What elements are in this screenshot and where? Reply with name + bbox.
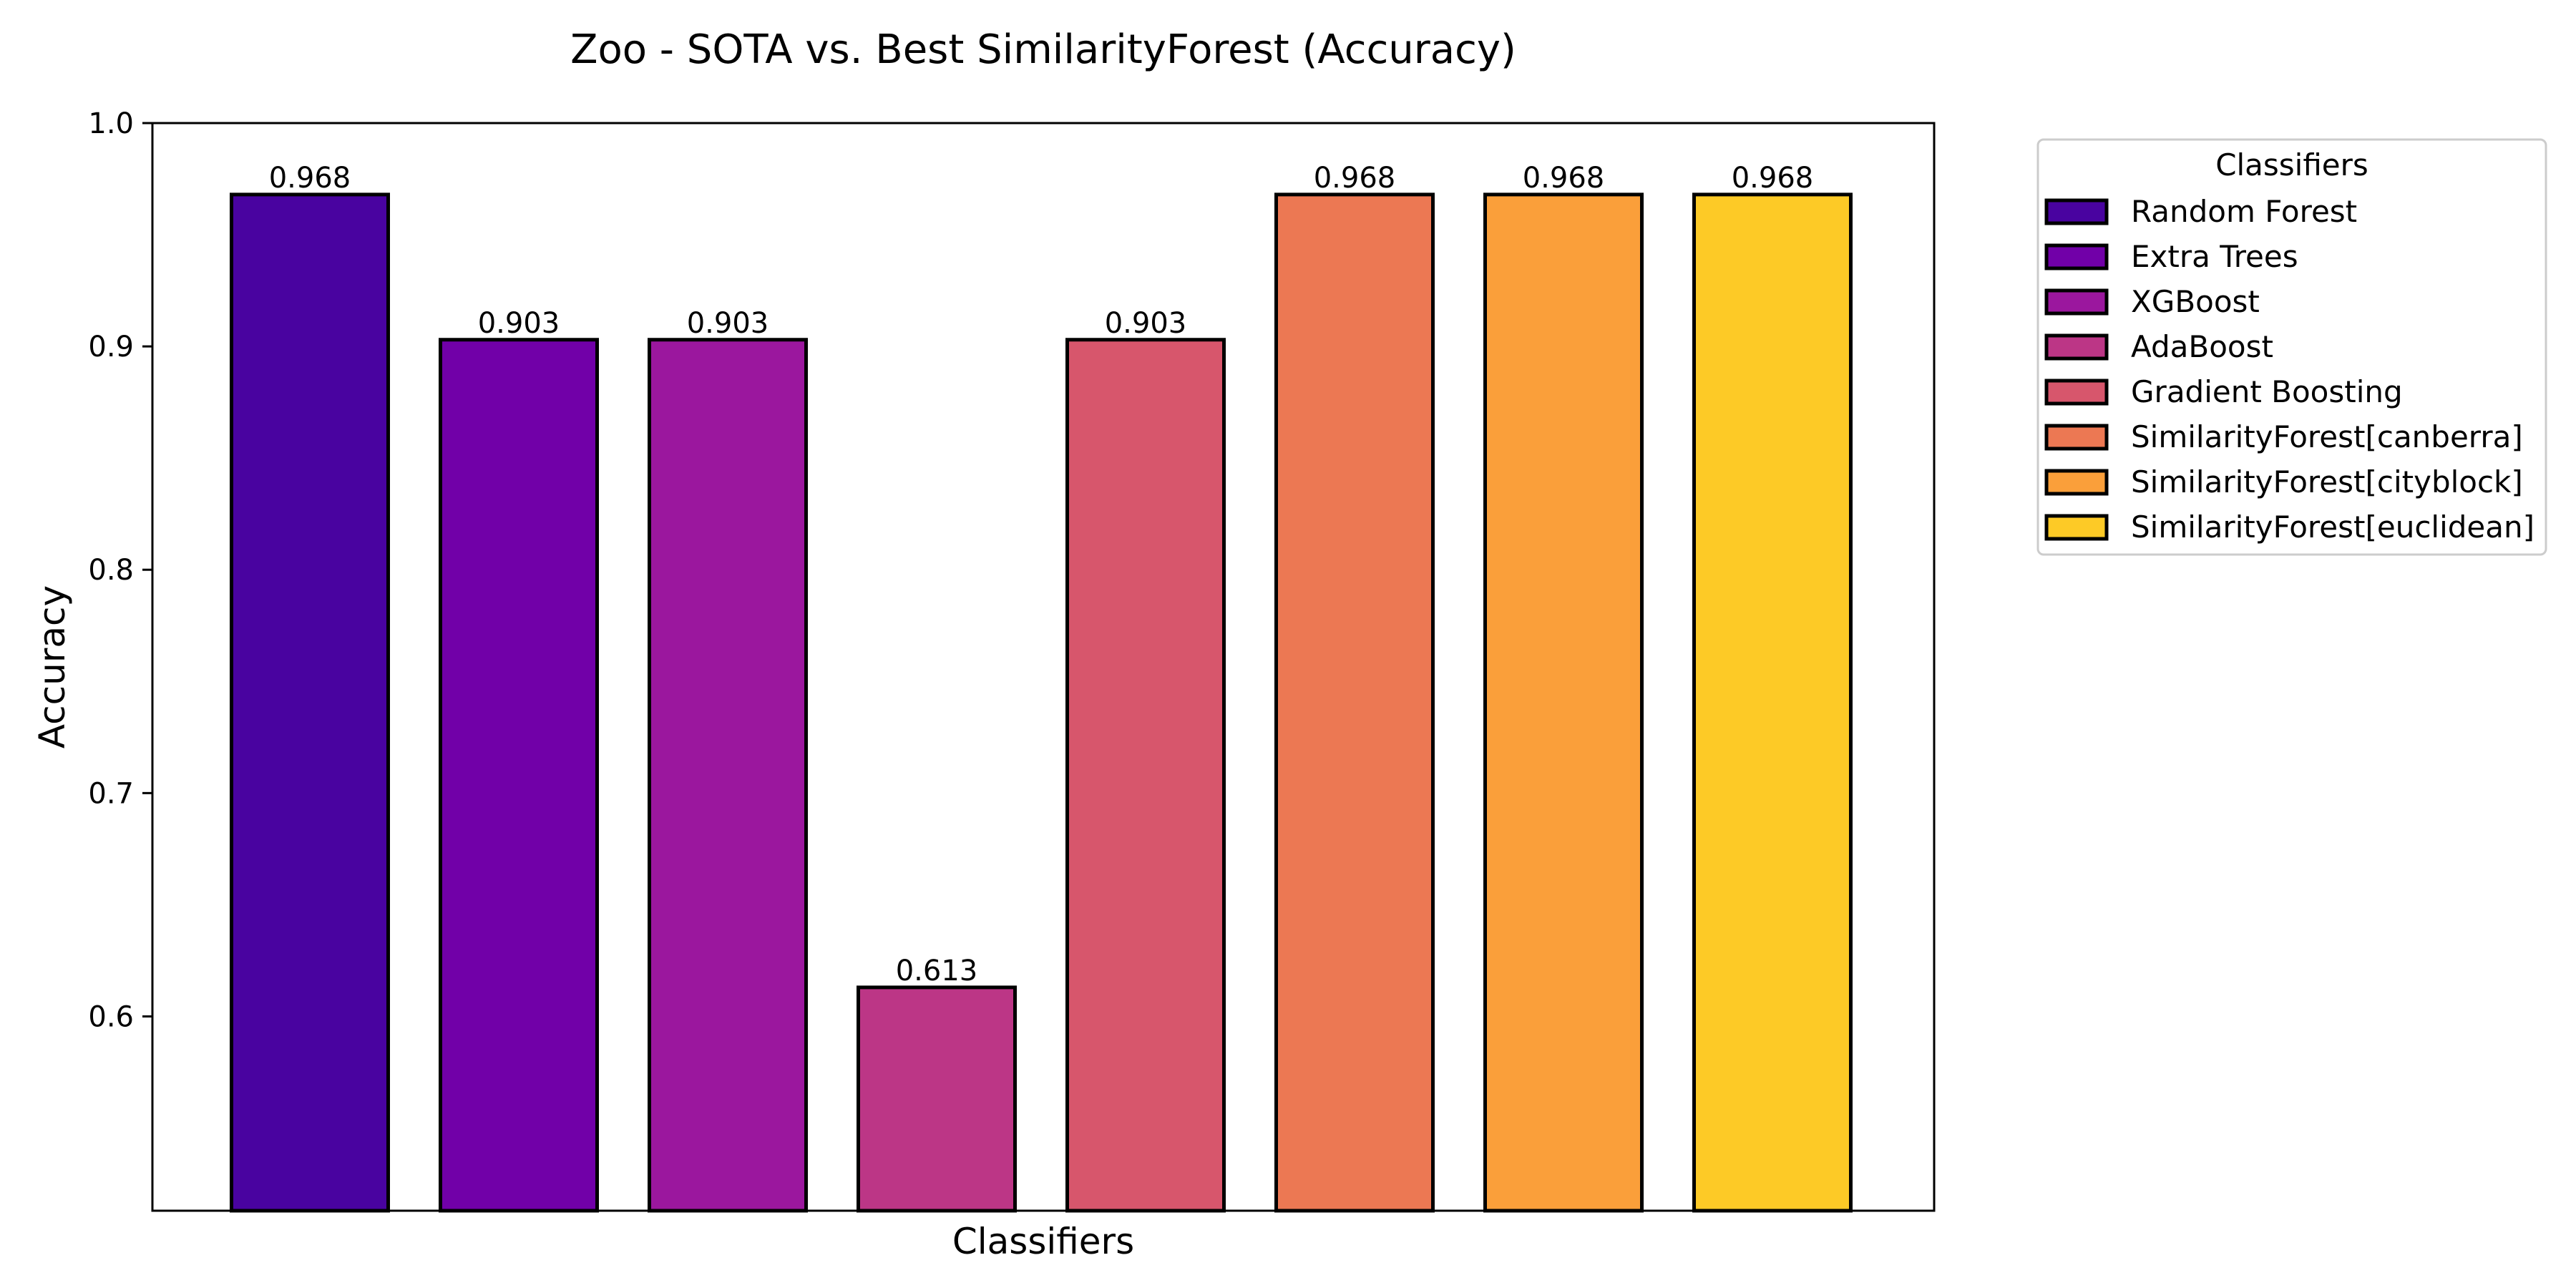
- bar-value-label: 0.968: [1732, 162, 1814, 195]
- bar-value-label: 0.903: [478, 307, 560, 340]
- legend-swatch: [2044, 243, 2109, 270]
- y-tick-label: 0.9: [88, 331, 134, 364]
- legend-entry-label: Gradient Boosting: [2131, 374, 2403, 409]
- bar-value-label: 0.968: [1314, 162, 1396, 195]
- bar-value-label: 0.968: [1523, 162, 1605, 195]
- chart-title: Zoo - SOTA vs. Best SimilarityForest (Ac…: [570, 26, 1516, 73]
- legend-swatch: [2044, 288, 2109, 316]
- bar-2: [648, 338, 808, 1213]
- x-axis-label: Classifiers: [952, 1221, 1134, 1262]
- legend-entry-label: Random Forest: [2131, 194, 2357, 229]
- legend-swatch: [2044, 514, 2109, 541]
- bar-4: [1065, 338, 1226, 1213]
- plot-area: 0.6 0.7 0.8 0.9 1.0 0.968 0.903 0.903 0.613 0.903…: [88, 107, 1853, 1213]
- legend-entry-label: Extra Trees: [2131, 239, 2298, 274]
- bar-value-label: 0.903: [1105, 307, 1187, 340]
- bar-7: [1692, 192, 1853, 1213]
- legend-swatch: [2044, 469, 2109, 496]
- bar-1: [439, 338, 599, 1213]
- y-tick-label: 0.8: [88, 554, 134, 587]
- legend-swatch: [2044, 424, 2109, 451]
- y-tick-label: 0.6: [88, 1000, 134, 1033]
- legend-frame: [2036, 138, 2547, 556]
- y-tick-label: 1.0: [88, 107, 134, 140]
- bar-value-label: 0.903: [687, 307, 769, 340]
- legend-swatch: [2044, 198, 2109, 225]
- bar-5: [1274, 192, 1435, 1213]
- legend-swatch: [2044, 379, 2109, 406]
- legend-swatch: [2044, 333, 2109, 361]
- legend-entry-label: XGBoost: [2131, 284, 2260, 319]
- bar-value-label: 0.613: [896, 955, 978, 987]
- legend-entry-label: SimilarityForest[euclidean]: [2131, 509, 2534, 545]
- legend-title: Classifiers: [2215, 147, 2368, 182]
- y-tick-label: 0.7: [88, 777, 134, 810]
- bar-value-label: 0.968: [269, 162, 351, 195]
- plot-frame: [151, 122, 1936, 1212]
- bar-0: [230, 192, 390, 1213]
- legend-entry-label: SimilarityForest[canberra]: [2131, 419, 2523, 454]
- bar-3: [857, 985, 1017, 1213]
- legend: Classifiers Random Forest Extra Trees XGBo…: [2036, 138, 2547, 556]
- y-axis-label: Accuracy: [31, 585, 73, 748]
- legend-entry-label: SimilarityForest[cityblock]: [2131, 464, 2523, 499]
- legend-entry-label: AdaBoost: [2131, 329, 2273, 364]
- bar-6: [1483, 192, 1644, 1213]
